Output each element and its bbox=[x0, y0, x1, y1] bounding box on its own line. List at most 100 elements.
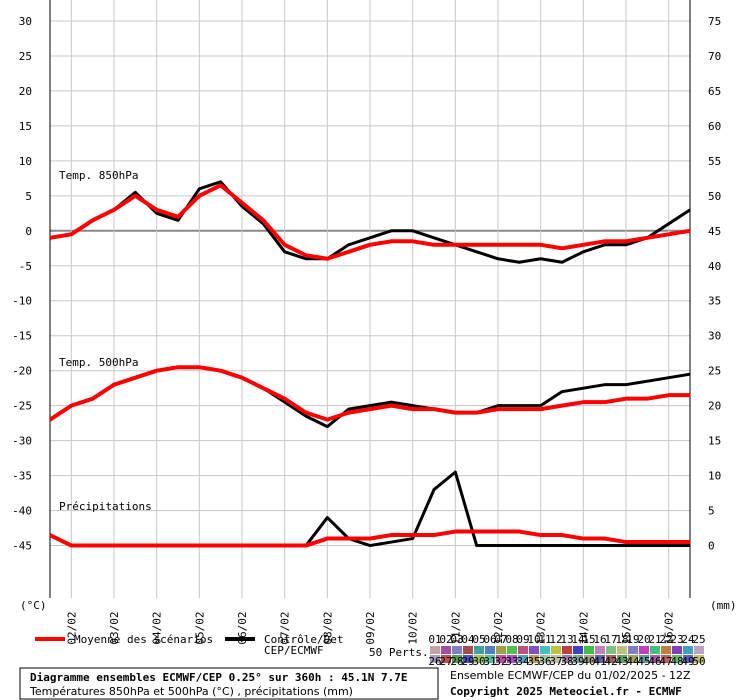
perturbation-swatch bbox=[672, 655, 682, 663]
x-tick-label: 15/02 bbox=[620, 611, 633, 644]
x-tick-label: 14/02 bbox=[577, 611, 590, 644]
x-tick-label: 08/02 bbox=[321, 611, 334, 644]
perturbation-title: 50 Perts. bbox=[369, 646, 429, 659]
perturbation-swatch bbox=[529, 655, 539, 663]
y-axis-label: (°C) bbox=[20, 599, 47, 612]
perturbation-label: 45 bbox=[637, 655, 650, 668]
perturbation-swatch bbox=[430, 655, 440, 663]
x-tick-label: 06/02 bbox=[236, 611, 249, 644]
perturbation-label: 05 bbox=[472, 633, 485, 646]
perturbation-label: 43 bbox=[615, 655, 628, 668]
y-tick-label: 10 bbox=[19, 155, 32, 168]
perturbation-label: 02 bbox=[439, 633, 452, 646]
footer-subtitle: Températures 850hPa et 500hPa (°C) , pré… bbox=[29, 685, 353, 698]
x-tick-label: 04/02 bbox=[151, 611, 164, 644]
perturbation-label: 24 bbox=[681, 633, 695, 646]
perturbation-swatch bbox=[463, 655, 473, 663]
perturbation-swatch bbox=[683, 655, 693, 663]
y2-tick-label: 5 bbox=[708, 505, 715, 518]
perturbation-swatch bbox=[595, 655, 605, 663]
y2-tick-label: 70 bbox=[708, 50, 721, 63]
perturbation-swatch bbox=[496, 655, 506, 663]
perturbation-label: 41 bbox=[593, 655, 606, 668]
perturbation-swatch bbox=[562, 646, 572, 654]
perturbation-label: 19 bbox=[626, 633, 639, 646]
y2-tick-label: 20 bbox=[708, 400, 721, 413]
perturbation-swatch bbox=[485, 655, 495, 663]
perturbation-swatch bbox=[606, 655, 616, 663]
perturbation-swatch bbox=[507, 655, 517, 663]
y-tick-label: -30 bbox=[12, 435, 32, 448]
footer-copyright: Copyright 2025 Meteociel.fr - ECMWF bbox=[450, 685, 682, 698]
perturbation-label: 13 bbox=[560, 633, 573, 646]
perturbation-swatch bbox=[628, 646, 638, 654]
perturbation-swatch bbox=[694, 655, 704, 663]
perturbation-swatch bbox=[584, 646, 594, 654]
perturbation-swatch bbox=[551, 655, 561, 663]
x-tick-label: 13/02 bbox=[535, 611, 548, 644]
perturbation-swatch bbox=[485, 646, 495, 654]
perturbation-label: 12 bbox=[549, 633, 562, 646]
perturbation-swatch bbox=[639, 655, 649, 663]
panel-label: Temp. 850hPa bbox=[59, 169, 138, 182]
footer-run: Ensemble ECMWF/CEP du 01/02/2025 - 12Z bbox=[450, 669, 691, 682]
panel-label: Précipitations bbox=[59, 500, 152, 513]
perturbation-label: 47 bbox=[659, 655, 672, 668]
perturbation-swatch bbox=[617, 655, 627, 663]
y-tick-label: -35 bbox=[12, 470, 32, 483]
perturbation-label: 36 bbox=[538, 655, 551, 668]
series-line bbox=[49, 180, 691, 264]
perturbation-label: 29 bbox=[461, 655, 474, 668]
perturbation-label: 17 bbox=[604, 633, 617, 646]
y-tick-label: -5 bbox=[19, 260, 32, 273]
perturbation-swatch bbox=[573, 655, 583, 663]
perturbation-swatch bbox=[584, 655, 594, 663]
y2-tick-label: 15 bbox=[708, 435, 721, 448]
perturbation-swatch bbox=[661, 655, 671, 663]
perturbation-label: 30 bbox=[472, 655, 485, 668]
perturbation-label: 15 bbox=[582, 633, 595, 646]
x-tick-label: 11/02 bbox=[449, 611, 462, 644]
footer-title: Diagramme ensembles ECMWF/CEP 0.25° sur … bbox=[30, 671, 408, 684]
perturbation-swatch bbox=[430, 646, 440, 654]
perturbation-label: 40 bbox=[582, 655, 595, 668]
perturbation-swatch bbox=[474, 655, 484, 663]
y2-axis-label: (mm) bbox=[710, 599, 737, 612]
perturbation-label: 28 bbox=[450, 655, 463, 668]
perturbation-label: 46 bbox=[648, 655, 661, 668]
perturbation-swatch bbox=[617, 646, 627, 654]
perturbation-swatch bbox=[672, 646, 682, 654]
perturbation-label: 23 bbox=[670, 633, 683, 646]
x-tick-label: 03/02 bbox=[108, 611, 121, 644]
perturbation-label: 49 bbox=[681, 655, 694, 668]
y-tick-label: -40 bbox=[12, 505, 32, 518]
perturbation-label: 03 bbox=[450, 633, 463, 646]
perturbation-swatch bbox=[650, 646, 660, 654]
y-tick-label: -20 bbox=[12, 365, 32, 378]
perturbation-swatch bbox=[507, 646, 517, 654]
y2-tick-label: 35 bbox=[708, 295, 721, 308]
legend-label: Moyenne des scénarios bbox=[74, 633, 213, 646]
perturbation-label: 44 bbox=[626, 655, 640, 668]
perturbation-label: 01 bbox=[428, 633, 441, 646]
y2-tick-label: 40 bbox=[708, 260, 721, 273]
perturbation-swatch bbox=[540, 655, 550, 663]
perturbation-swatch bbox=[683, 646, 693, 654]
perturbation-swatch bbox=[518, 646, 528, 654]
perturbation-label: 31 bbox=[483, 655, 496, 668]
perturbation-swatch bbox=[441, 646, 451, 654]
perturbation-label: 38 bbox=[560, 655, 573, 668]
perturbation-swatch bbox=[661, 646, 671, 654]
perturbation-swatch bbox=[529, 646, 539, 654]
perturbation-label: 04 bbox=[461, 633, 475, 646]
y2-tick-label: 30 bbox=[708, 330, 721, 343]
perturbation-label: 42 bbox=[604, 655, 617, 668]
y2-tick-label: 75 bbox=[708, 15, 721, 28]
y-tick-label: 0 bbox=[25, 225, 32, 238]
y2-tick-label: 0 bbox=[708, 540, 715, 553]
perturbation-swatch bbox=[606, 646, 616, 654]
x-tick-label: 16/02 bbox=[663, 611, 676, 644]
perturbation-swatch bbox=[452, 655, 462, 663]
x-tick-label: 07/02 bbox=[279, 611, 292, 644]
